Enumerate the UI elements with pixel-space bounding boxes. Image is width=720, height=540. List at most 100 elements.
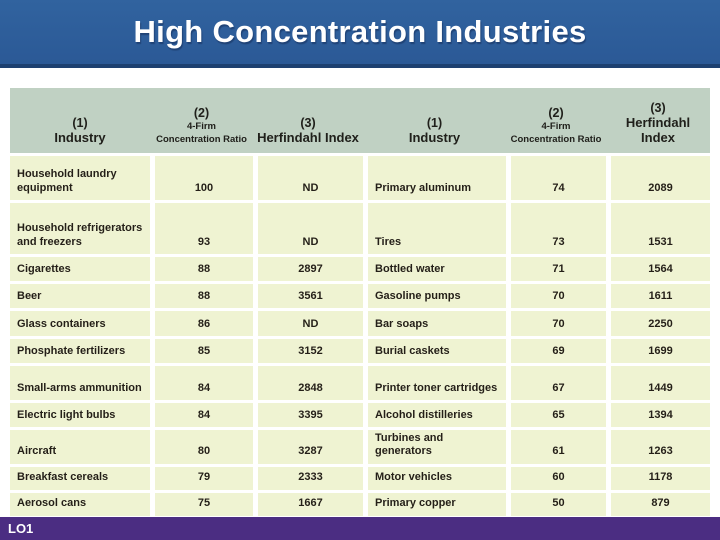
cell-ratio-right: 60 bbox=[506, 463, 606, 490]
table-row: Household refrigerators and freezers 93 ND… bbox=[10, 200, 710, 254]
cell-index-left: 3287 bbox=[253, 427, 363, 464]
footer-bar: LO1 bbox=[0, 517, 720, 540]
header-number: (1) bbox=[426, 115, 443, 130]
table-row: Breakfast cereals 79 2333 Motor vehicles 60 1… bbox=[10, 463, 710, 490]
cell-index-right: 1449 bbox=[606, 363, 710, 400]
cell-ratio-right: 67 bbox=[506, 363, 606, 400]
header-ratio-right: (2) 4-Firm Concentration Ratio bbox=[506, 88, 606, 153]
table-row: Cigarettes 88 2897 Bottled water 71 1564 bbox=[10, 254, 710, 281]
cell-industry-right: Primary copper bbox=[363, 489, 506, 516]
cell-ratio-left: 88 bbox=[150, 254, 253, 281]
header-herfindahl-left: (3) Herfindahl Index bbox=[253, 88, 363, 153]
header-label: Herfindahl Index bbox=[257, 130, 359, 146]
cell-index-right: 1263 bbox=[606, 427, 710, 464]
concentration-table: (1) Industry (2) 4-Firm Concentration Ra… bbox=[10, 88, 710, 516]
cell-index-right: 1178 bbox=[606, 463, 710, 490]
cell-industry-right: Motor vehicles bbox=[363, 463, 506, 490]
cell-industry-left: Aerosol cans bbox=[10, 489, 150, 516]
cell-industry-right: Printer toner cartridges bbox=[363, 363, 506, 400]
cell-industry-right: Bottled water bbox=[363, 254, 506, 281]
page-title: High Concentration Industries bbox=[133, 14, 587, 49]
cell-industry-right: Burial caskets bbox=[363, 336, 506, 363]
table-row: Phosphate fertilizers 85 3152 Burial casket… bbox=[10, 336, 710, 363]
cell-industry-left: Small-arms ammunition bbox=[10, 363, 150, 400]
table-row: Beer 88 3561 Gasoline pumps 70 1611 bbox=[10, 281, 710, 308]
table-row: Small-arms ammunition 84 2848 Printer toner… bbox=[10, 363, 710, 400]
cell-industry-left: Aircraft bbox=[10, 427, 150, 464]
header-industry-right: (1) Industry bbox=[363, 88, 506, 153]
cell-index-right: 2250 bbox=[606, 308, 710, 336]
cell-index-right: 1611 bbox=[606, 281, 710, 308]
cell-index-right: 1699 bbox=[606, 336, 710, 363]
header-label: 4-Firm Concentration Ratio bbox=[510, 121, 602, 145]
header-number: (2) bbox=[548, 106, 564, 121]
table-row: Aerosol cans 75 1667 Primary copper 50 879 bbox=[10, 489, 710, 516]
cell-industry-left: Cigarettes bbox=[10, 254, 150, 281]
cell-industry-left: Household laundry equipment bbox=[10, 153, 150, 200]
cell-ratio-right: 73 bbox=[506, 200, 606, 254]
cell-industry-left: Phosphate fertilizers bbox=[10, 336, 150, 363]
cell-ratio-left: 93 bbox=[150, 200, 253, 254]
cell-index-left: ND bbox=[253, 200, 363, 254]
cell-industry-left: Beer bbox=[10, 281, 150, 308]
header-label: Industry bbox=[408, 130, 461, 146]
cell-index-left: 2333 bbox=[253, 463, 363, 490]
table-row: Glass containers 86 ND Bar soaps 70 2250 bbox=[10, 308, 710, 336]
cell-index-left: 2897 bbox=[253, 254, 363, 281]
header-number: (3) bbox=[650, 100, 666, 115]
learning-objective-label: LO1 bbox=[8, 521, 34, 536]
cell-index-left: ND bbox=[253, 153, 363, 200]
cell-industry-left: Household refrigerators and freezers bbox=[10, 200, 150, 254]
cell-ratio-left: 100 bbox=[150, 153, 253, 200]
cell-ratio-left: 85 bbox=[150, 336, 253, 363]
cell-ratio-right: 65 bbox=[506, 400, 606, 427]
cell-index-left: 1667 bbox=[253, 489, 363, 516]
header-label: Industry bbox=[54, 130, 106, 146]
header-number: (1) bbox=[72, 115, 88, 130]
cell-industry-right: Turbines and generators bbox=[363, 427, 506, 464]
header-label: Herfindahl Index bbox=[625, 115, 691, 146]
slide-title-bar: High Concentration Industries bbox=[0, 0, 720, 68]
table-row: Household laundry equipment 100 ND Primary … bbox=[10, 153, 710, 200]
cell-ratio-left: 84 bbox=[150, 400, 253, 427]
cell-ratio-left: 88 bbox=[150, 281, 253, 308]
header-number: (2) bbox=[193, 106, 210, 121]
cell-ratio-right: 70 bbox=[506, 281, 606, 308]
cell-ratio-right: 70 bbox=[506, 308, 606, 336]
header-number: (3) bbox=[300, 115, 316, 130]
cell-ratio-right: 61 bbox=[506, 427, 606, 464]
cell-industry-left: Glass containers bbox=[10, 308, 150, 336]
cell-ratio-left: 80 bbox=[150, 427, 253, 464]
cell-ratio-right: 50 bbox=[506, 489, 606, 516]
header-ratio-left: (2) 4-Firm Concentration Ratio bbox=[150, 88, 253, 153]
header-herfindahl-right: (3) Herfindahl Index bbox=[606, 88, 710, 153]
cell-ratio-right: 69 bbox=[506, 336, 606, 363]
cell-ratio-left: 86 bbox=[150, 308, 253, 336]
cell-index-right: 1564 bbox=[606, 254, 710, 281]
cell-industry-right: Bar soaps bbox=[363, 308, 506, 336]
cell-index-left: 3152 bbox=[253, 336, 363, 363]
cell-ratio-left: 75 bbox=[150, 489, 253, 516]
cell-index-right: 2089 bbox=[606, 153, 710, 200]
cell-ratio-left: 79 bbox=[150, 463, 253, 490]
table-row: Electric light bulbs 84 3395 Alcohol distil… bbox=[10, 400, 710, 427]
cell-industry-right: Tires bbox=[363, 200, 506, 254]
cell-industry-right: Primary aluminum bbox=[363, 153, 506, 200]
cell-index-left: 3561 bbox=[253, 281, 363, 308]
header-industry-left: (1) Industry bbox=[10, 88, 150, 153]
cell-industry-right: Gasoline pumps bbox=[363, 281, 506, 308]
cell-ratio-right: 74 bbox=[506, 153, 606, 200]
table-row: Aircraft 80 3287 Turbines and generators 61 1… bbox=[10, 427, 710, 464]
cell-industry-left: Electric light bulbs bbox=[10, 400, 150, 427]
cell-ratio-left: 84 bbox=[150, 363, 253, 400]
cell-index-right: 1394 bbox=[606, 400, 710, 427]
cell-index-left: 3395 bbox=[253, 400, 363, 427]
cell-index-left: 2848 bbox=[253, 363, 363, 400]
cell-industry-left: Breakfast cereals bbox=[10, 463, 150, 490]
cell-index-right: 879 bbox=[606, 489, 710, 516]
header-label: 4-Firm Concentration Ratio bbox=[156, 121, 247, 145]
cell-index-right: 1531 bbox=[606, 200, 710, 254]
table-header-row: (1) Industry (2) 4-Firm Concentration Ra… bbox=[10, 88, 710, 153]
cell-ratio-right: 71 bbox=[506, 254, 606, 281]
cell-industry-right: Alcohol distilleries bbox=[363, 400, 506, 427]
